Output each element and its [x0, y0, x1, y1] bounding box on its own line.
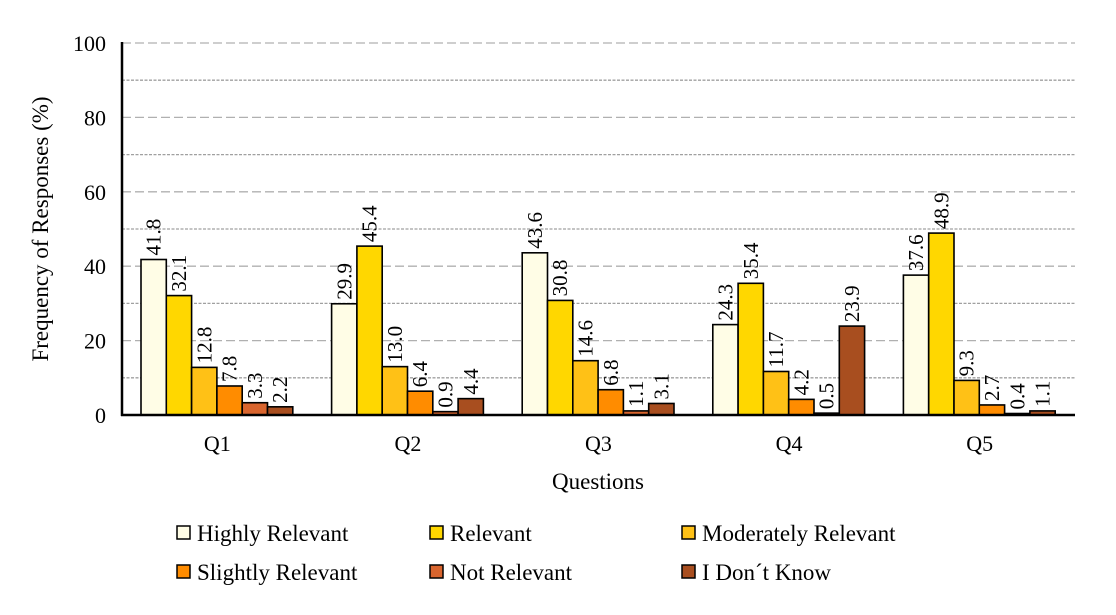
- data-label: 1.1: [624, 381, 648, 407]
- bar: [381, 365, 409, 416]
- data-label: 3.1: [649, 373, 673, 399]
- legend-swatch: [429, 564, 444, 579]
- bar: [216, 385, 243, 416]
- data-label: 48.9: [929, 192, 953, 229]
- y-tick-label: 100: [73, 31, 106, 56]
- bar: [711, 323, 739, 416]
- bar: [330, 302, 358, 416]
- data-label: 12.8: [192, 327, 216, 364]
- data-label: 4.2: [789, 369, 813, 395]
- x-axis-title: Questions: [552, 469, 644, 494]
- x-tick-label: Q5: [966, 431, 993, 456]
- data-label: 0.5: [815, 383, 839, 409]
- data-label: 37.6: [904, 234, 928, 271]
- legend-label: Moderately Relevant: [702, 521, 896, 546]
- bar: [978, 404, 1006, 416]
- bar: [406, 390, 434, 416]
- data-label: 3.3: [243, 372, 267, 398]
- bar: [165, 294, 193, 416]
- y-tick-label: 0: [95, 403, 106, 428]
- legend-swatch: [176, 564, 191, 579]
- data-label: 41.8: [142, 219, 166, 256]
- legend-swatch: [681, 525, 696, 540]
- bar: [902, 274, 930, 416]
- data-label: 2.7: [980, 375, 1004, 401]
- data-label: 6.8: [599, 359, 623, 385]
- legend-label: Slightly Relevant: [197, 560, 358, 585]
- bar: [546, 299, 574, 416]
- legend: Highly Relevant Relevant Moderately Releva…: [176, 521, 896, 585]
- legend-label: Relevant: [450, 521, 532, 546]
- y-axis-title: Frequency of Responses (%): [28, 96, 53, 361]
- data-label: 24.3: [713, 284, 737, 321]
- legend-label: Highly Relevant: [197, 521, 349, 546]
- data-label: 35.4: [739, 242, 763, 279]
- data-label: 0.9: [433, 381, 457, 407]
- bar: [762, 370, 790, 416]
- bar: [571, 359, 599, 416]
- x-tick-label: Q1: [204, 431, 231, 456]
- data-label: 14.6: [573, 320, 597, 357]
- x-tick-label: Q2: [394, 431, 421, 456]
- data-label: 6.4: [408, 360, 432, 387]
- bar: [457, 397, 485, 416]
- y-tick-labels: 0 20 40 60 80 100: [73, 31, 106, 428]
- legend-swatch: [429, 525, 444, 540]
- bar: [838, 325, 866, 416]
- data-label: 43.6: [523, 212, 547, 249]
- bar: [190, 366, 218, 416]
- data-label: 1.1: [1031, 381, 1055, 407]
- data-label: 45.4: [358, 205, 382, 242]
- x-tick-labels: Q1 Q2 Q3 Q4 Q5: [204, 431, 993, 456]
- bar: [787, 398, 815, 416]
- legend-label: I Don´t Know: [702, 560, 831, 585]
- bar: [953, 379, 981, 416]
- axes: [120, 42, 1075, 417]
- bar: [927, 232, 955, 416]
- data-label: 0.4: [1005, 383, 1029, 410]
- bar: [140, 258, 168, 416]
- data-label: 7.8: [218, 356, 242, 382]
- data-label: 9.3: [955, 350, 979, 376]
- data-label: 13.0: [383, 326, 407, 363]
- bar: [737, 282, 765, 416]
- bar: [241, 401, 269, 416]
- data-label: 11.7: [764, 331, 788, 367]
- bar: [647, 402, 675, 416]
- x-tick-label: Q3: [585, 431, 612, 456]
- y-tick-label: 40: [84, 254, 106, 279]
- data-label: 4.4: [459, 368, 483, 395]
- bar: [356, 245, 383, 416]
- legend-swatch: [176, 525, 191, 540]
- legend-swatch: [681, 564, 696, 579]
- legend-label: Not Relevant: [450, 560, 573, 585]
- data-label: 23.9: [840, 285, 864, 322]
- data-labels: 41.832.112.87.83.3 2.229.945.413.06.40.9 4…: [142, 192, 1055, 409]
- bar: [521, 252, 549, 416]
- y-tick-label: 60: [84, 180, 106, 205]
- y-tick-label: 80: [84, 105, 106, 130]
- y-tick-label: 20: [84, 329, 106, 354]
- x-tick-label: Q4: [776, 431, 803, 456]
- data-label: 32.1: [167, 255, 191, 292]
- bar: [597, 388, 625, 416]
- data-label: 2.2: [268, 377, 292, 403]
- data-label: 29.9: [332, 263, 356, 300]
- data-label: 30.8: [548, 260, 572, 297]
